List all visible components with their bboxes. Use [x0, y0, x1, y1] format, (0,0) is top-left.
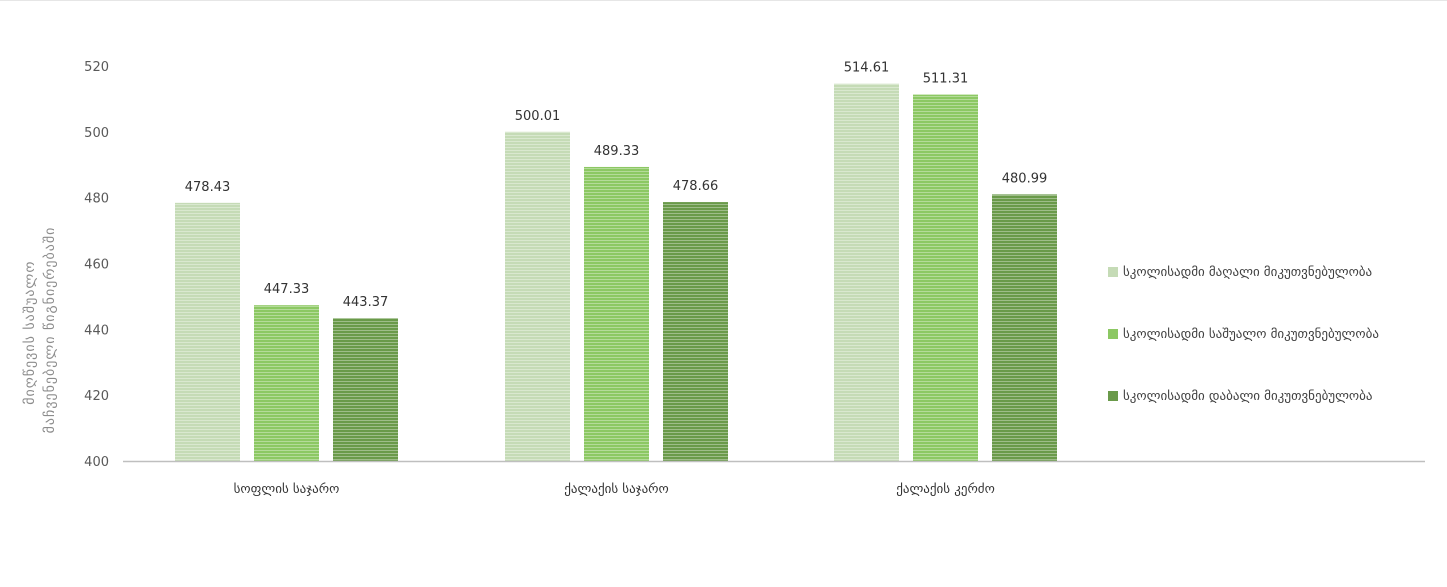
bar-texture — [834, 83, 899, 462]
legend-item: სკოლისადმი დაბალი მიკუთვნებულობა — [1108, 386, 1379, 406]
y-tick-label: 480 — [84, 192, 109, 207]
bar-texture — [505, 131, 570, 461]
x-tick-label: ქალაქის საჯარო — [564, 482, 669, 497]
data-label: 500.01 — [515, 109, 561, 124]
bar-texture — [584, 166, 649, 461]
legend: სკოლისადმი მაღალი მიკუთვნებულობა სკოლისად… — [1108, 262, 1379, 448]
bar-texture — [175, 202, 240, 461]
data-label: 443.37 — [343, 295, 389, 310]
legend-swatch — [1108, 329, 1118, 339]
y-axis: 400 420 440 460 480 500 520 — [84, 60, 109, 470]
bar-texture — [913, 94, 978, 461]
data-label: 480.99 — [1002, 171, 1048, 186]
bar-texture — [992, 194, 1057, 462]
data-label: 489.33 — [594, 144, 640, 159]
y-tick-label: 520 — [84, 60, 109, 75]
legend-item: სკოლისადმი მაღალი მიკუთვნებულობა — [1108, 262, 1379, 282]
y-tick-label: 440 — [84, 323, 109, 338]
y-tick-label: 500 — [84, 126, 109, 141]
x-tick-label: ქალაქის კერძო — [896, 482, 995, 497]
legend-swatch — [1108, 267, 1118, 277]
data-label: 514.61 — [844, 61, 890, 76]
legend-label: სკოლისადმი მაღალი მიკუთვნებულობა — [1123, 264, 1373, 280]
y-axis-title: მიღწევის საშუალო მაჩვენებელი წიგნიერებაშ… — [22, 227, 58, 434]
x-axis: სოფლის საჯარო ქალაქის საჯარო ქალაქის კერძო — [234, 482, 995, 497]
data-label: 478.43 — [185, 180, 231, 195]
data-label: 511.31 — [923, 72, 969, 87]
data-label: 478.66 — [673, 179, 719, 194]
top-border — [0, 0, 1447, 1]
data-label: 447.33 — [264, 282, 310, 297]
bars: 478.43 447.33 443.37 500.01 489.33 478.66 514.… — [175, 61, 1057, 462]
legend-label: სკოლისადმი საშუალო მიკუთვნებულობა — [1123, 326, 1379, 342]
y-tick-label: 400 — [84, 455, 109, 470]
bar-texture — [663, 202, 728, 461]
legend-swatch — [1108, 391, 1118, 401]
y-tick-label: 420 — [84, 389, 109, 404]
legend-item: სკოლისადმი საშუალო მიკუთვნებულობა — [1108, 324, 1379, 344]
x-tick-label: სოფლის საჯარო — [234, 482, 340, 497]
legend-label: სკოლისადმი დაბალი მიკუთვნებულობა — [1123, 388, 1373, 404]
y-tick-label: 460 — [84, 258, 109, 273]
bar-texture — [333, 318, 398, 461]
bar-texture — [254, 305, 319, 461]
